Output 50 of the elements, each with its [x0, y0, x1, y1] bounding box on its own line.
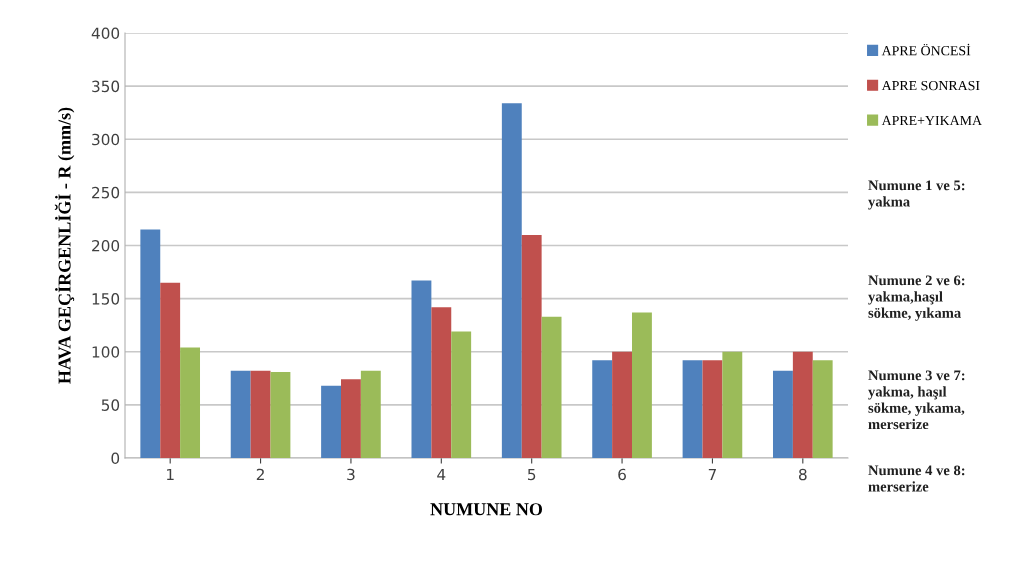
legend-label: APRE SONRASI [881, 80, 980, 91]
x-tick-label: 3 [347, 468, 355, 481]
bar [250, 370, 271, 458]
bar [431, 307, 452, 458]
y-tick-label: 0 [111, 452, 120, 465]
bar [521, 234, 542, 458]
bar [722, 351, 743, 458]
y-tick-label: 300 [92, 133, 120, 146]
bar [270, 371, 291, 458]
y-tick-label: 200 [92, 239, 120, 252]
text: Numune 4 ve 8: merserize [868, 465, 965, 492]
y-axis-title: HAVA GEÇİRGENLİĞİ - R (mm/s) [54, 107, 75, 384]
bar [140, 229, 161, 458]
bar [451, 331, 472, 458]
bar [541, 316, 562, 458]
bar [702, 360, 723, 458]
x-tick-label: 6 [618, 468, 626, 481]
bar [341, 379, 361, 458]
legend-label: APRE ÖNCESİ [881, 43, 971, 56]
bar [160, 282, 181, 458]
text: Numune 2 ve 6: yakma,haşıl sökme, yıkama [868, 275, 965, 321]
y-tick-label: 400 [91, 27, 120, 40]
bar [682, 360, 703, 458]
text: Numune 3 ve 7: yakma, haşıl sökme, yıkama, merserize [868, 370, 965, 430]
bar [612, 351, 632, 458]
legend-label: APRE+YIKAMA [881, 115, 982, 126]
y-tick-label: 100 [92, 346, 120, 358]
bar [321, 385, 341, 458]
x-tick-label: 1 [167, 468, 174, 481]
bar [632, 312, 652, 458]
bar [592, 360, 613, 458]
bar [772, 370, 793, 458]
bar [411, 280, 432, 458]
bar [360, 370, 381, 458]
bar [501, 103, 522, 458]
bar [230, 370, 251, 458]
x-tick-label: 8 [798, 468, 807, 481]
y-tick-label: 150 [92, 293, 120, 305]
bar [180, 347, 201, 458]
y-tick-label: 350 [92, 80, 120, 93]
x-tick-label: 4 [437, 468, 446, 481]
bar [792, 351, 813, 458]
y-tick-label: 50 [101, 399, 120, 411]
x-tick-label: 5 [528, 468, 536, 481]
x-axis-title: NUMUNE NO [430, 503, 543, 516]
x-tick-label: 2 [256, 468, 264, 481]
text: Numune 1 ve 5: yakma [868, 180, 965, 210]
y-tick-label: 250 [92, 186, 120, 199]
bar [812, 360, 833, 458]
x-tick-label: 7 [708, 468, 716, 481]
